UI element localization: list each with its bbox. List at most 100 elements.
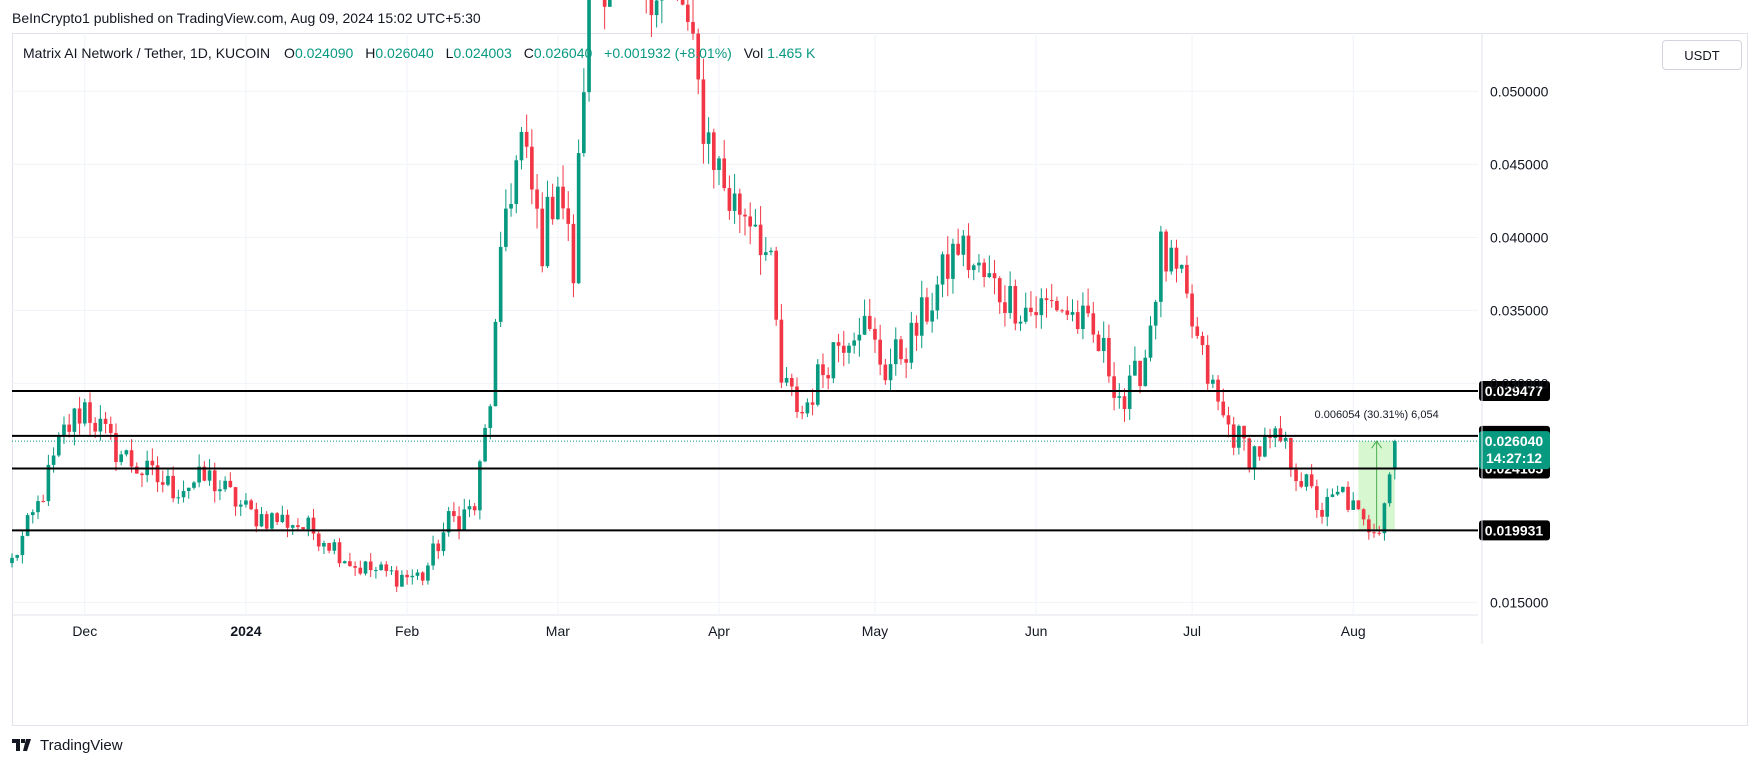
candle-body xyxy=(914,322,919,336)
candle-body xyxy=(1179,264,1184,269)
candle-body xyxy=(966,235,971,271)
low-label: L xyxy=(445,45,454,61)
candle-body xyxy=(977,262,981,266)
candle-body xyxy=(488,406,493,428)
candle-body xyxy=(410,575,415,578)
candle-body xyxy=(238,504,243,507)
candle-body xyxy=(540,208,545,267)
candle-body xyxy=(114,433,118,463)
candle-body xyxy=(535,189,539,209)
grid-layer xyxy=(12,33,1478,614)
candle-body xyxy=(1096,334,1101,352)
candle-body xyxy=(821,364,825,376)
candle-body xyxy=(691,21,695,34)
candle-body xyxy=(155,465,160,483)
candle-body xyxy=(1070,312,1075,315)
candle-body xyxy=(717,158,721,170)
candle-body xyxy=(462,509,467,530)
candle-body xyxy=(758,224,763,256)
candle-body xyxy=(1211,379,1215,384)
candle-body xyxy=(769,250,773,253)
low-value: 0.024003 xyxy=(453,45,512,61)
candle-body xyxy=(1263,436,1267,457)
candle-body xyxy=(852,340,856,346)
candle-body xyxy=(779,319,784,383)
candle-body xyxy=(1133,360,1137,376)
candle-body xyxy=(290,525,295,528)
high-label: H xyxy=(365,45,376,61)
candle-body xyxy=(815,364,820,405)
candle-body xyxy=(30,512,35,516)
candle-body xyxy=(1039,298,1044,316)
candle-body xyxy=(784,378,789,383)
candle-body xyxy=(1049,300,1054,302)
candle-body xyxy=(394,570,399,587)
candle-body xyxy=(1107,337,1111,377)
candle-body xyxy=(587,0,591,93)
candle-body xyxy=(1361,509,1366,520)
y-tick-label: 0.035000 xyxy=(1490,302,1549,318)
candle-body xyxy=(763,252,768,256)
candle-body xyxy=(566,208,571,224)
candle-body xyxy=(41,501,46,503)
level-layer: 0.0294770.0264000.0241650.0199310.026040… xyxy=(12,380,1550,541)
candle-body xyxy=(654,0,659,16)
candle-body xyxy=(72,408,77,432)
candle-body xyxy=(550,196,555,220)
candle-body xyxy=(1055,300,1059,311)
volume-value: 1.465 K xyxy=(767,45,816,61)
candle-body xyxy=(56,436,61,456)
candle-body xyxy=(436,543,441,552)
candle-body xyxy=(446,511,451,533)
candle-body xyxy=(431,543,435,566)
chart-frame[interactable] xyxy=(12,33,1748,726)
candle-body xyxy=(218,489,222,492)
candle-body xyxy=(259,514,264,527)
candle-body xyxy=(1018,321,1023,324)
candle-body xyxy=(893,339,898,365)
last-price-badge xyxy=(1479,431,1550,470)
candle-body xyxy=(1153,301,1158,326)
candle-body xyxy=(472,506,477,511)
candle-body xyxy=(696,33,701,80)
candle-body xyxy=(82,402,87,424)
candle-body xyxy=(722,158,727,189)
candle-body xyxy=(327,542,331,551)
candle-body xyxy=(10,557,14,564)
candle-body xyxy=(62,424,66,437)
symbol-title[interactable]: Matrix AI Network / Tether, 1D, KUCOIN xyxy=(23,45,271,61)
candle-body xyxy=(1086,305,1090,314)
candle-body xyxy=(186,487,191,492)
candle-body xyxy=(233,487,238,507)
candle-body xyxy=(873,328,877,340)
candle-body xyxy=(805,402,810,414)
candle-body xyxy=(1013,286,1018,324)
x-tick-label: 2024 xyxy=(230,623,261,639)
tradingview-logo[interactable]: TradingView xyxy=(12,737,123,754)
candle-body xyxy=(909,322,914,363)
level-badge-label: 0.019931 xyxy=(1485,522,1544,538)
candle-body xyxy=(270,513,274,529)
candle-body xyxy=(296,525,300,528)
candle-body xyxy=(264,514,269,529)
candle-body xyxy=(1127,375,1132,410)
candle-body xyxy=(1393,441,1397,470)
candle-body xyxy=(956,243,960,255)
candle-body xyxy=(509,203,513,209)
candle-body xyxy=(826,375,830,379)
candle-body xyxy=(1325,496,1330,517)
level-badge xyxy=(1479,520,1550,541)
level-badge-label: 0.029477 xyxy=(1485,383,1544,399)
candle-body xyxy=(1008,286,1012,313)
candle-body xyxy=(561,186,565,209)
candle-body xyxy=(1278,428,1283,441)
close-label: C xyxy=(523,45,534,61)
x-tick-label: Mar xyxy=(546,623,570,639)
candle-body xyxy=(519,131,524,161)
candle-body xyxy=(1091,313,1096,335)
candle-body xyxy=(150,460,155,466)
candle-body xyxy=(1346,486,1350,510)
candle-body xyxy=(743,214,747,217)
currency-button[interactable]: USDT xyxy=(1662,40,1742,70)
